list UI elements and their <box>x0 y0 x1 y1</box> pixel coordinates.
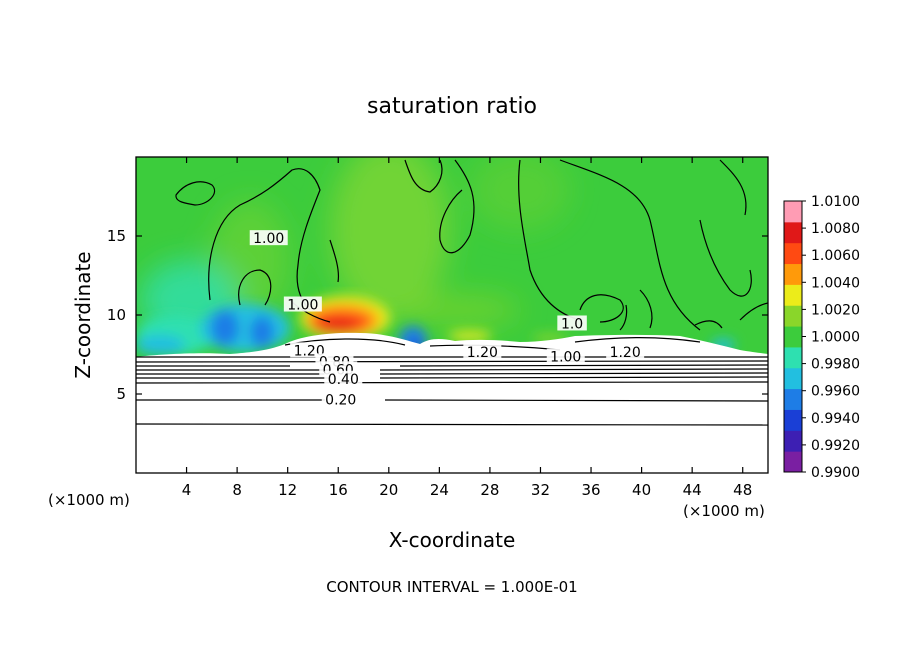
contour-label-bg <box>283 296 322 312</box>
contour-label: 1.00 <box>550 350 581 366</box>
colorbar-swatch <box>784 326 802 348</box>
contours-upper <box>175 159 768 331</box>
colorbar-label: 1.0020 <box>811 302 860 318</box>
x-unit-right: (×1000 m) <box>683 502 765 520</box>
y-tick-label: 5 <box>116 385 126 403</box>
contour-label: 0.40 <box>328 372 359 388</box>
contour-label-bg <box>324 370 363 386</box>
colorbar: 1.0100 1.0080 1.0060 1.0040 1.0020 1.0000 0.99… <box>783 194 860 481</box>
x-tick-label: 16 <box>329 481 348 499</box>
colorbar-swatch <box>784 284 802 306</box>
colorbar-swatch <box>784 263 802 285</box>
contour-interval-note: CONTOUR INTERVAL = 1.000E-01 <box>326 578 577 596</box>
field-white <box>136 332 768 473</box>
x-tick-label: 20 <box>379 481 398 499</box>
colorbar-swatch <box>784 201 802 223</box>
colorbar-label: 1.0000 <box>811 330 860 346</box>
colorbar-label: 0.9980 <box>811 357 860 373</box>
x-tick-label: 4 <box>182 481 192 499</box>
colorbar-swatch <box>784 346 802 369</box>
field-red <box>300 296 568 342</box>
contour-label-bg <box>321 391 360 407</box>
colorbar-swatch <box>784 388 802 410</box>
x-unit-left: (×1000 m) <box>48 491 130 509</box>
contour-labels: 1.001.001.200.800.600.400.201.201.001.20… <box>249 230 645 408</box>
contour-label: 0.20 <box>325 392 356 408</box>
y-tick-label: 10 <box>107 306 126 324</box>
colorbar-swatch <box>784 430 802 452</box>
field-haze <box>140 157 570 340</box>
colorbar-swatch <box>784 242 802 265</box>
contour-label: 1.00 <box>253 231 284 247</box>
colorbar-label: 0.9960 <box>811 384 860 400</box>
colorbar-label: 0.9920 <box>811 438 860 454</box>
x-tick-label: 12 <box>278 481 297 499</box>
contours-lower <box>136 336 768 426</box>
colorbar-label: 0.9940 <box>811 411 860 427</box>
y-tick-label: 15 <box>107 227 126 245</box>
contour-label-bg <box>557 315 587 331</box>
y-axis-label: Z-coordinate <box>71 251 95 378</box>
contour-label-bg <box>463 343 502 359</box>
x-tick-label: 8 <box>232 481 242 499</box>
x-tick-label: 40 <box>632 481 651 499</box>
x-tick-label: 48 <box>733 481 752 499</box>
y-axis: 5 10 15 <box>107 227 768 403</box>
colorbar-label: 0.9900 <box>811 465 860 481</box>
contour-label: 1.20 <box>467 345 498 361</box>
x-tick-label: 32 <box>531 481 550 499</box>
colorbar-label: 1.0060 <box>811 248 860 264</box>
contour-label: 1.20 <box>610 345 641 361</box>
x-tick-label: 36 <box>581 481 600 499</box>
contour-label-bg <box>546 348 585 364</box>
colorbar-swatch <box>784 367 802 390</box>
x-axis-label: X-coordinate <box>389 528 516 552</box>
chart-title: saturation ratio <box>367 94 537 119</box>
x-tick-label: 24 <box>430 481 449 499</box>
colorbar-label: 1.0040 <box>811 275 860 291</box>
contour-label: 1.00 <box>287 298 318 314</box>
x-axis: 4 8 12 16 20 24 28 32 36 40 44 48 <box>182 157 752 499</box>
colorbar-swatch <box>784 221 802 244</box>
colorbar-swatch <box>784 409 802 431</box>
colorbar-label: 1.0080 <box>811 221 860 237</box>
colorbar-swatch <box>784 305 802 327</box>
colorbar-swatch <box>784 451 802 473</box>
x-tick-label: 44 <box>683 481 702 499</box>
contour-label: 1.0 <box>561 316 583 332</box>
contour-label-bg <box>249 230 288 246</box>
plot-area <box>136 157 768 473</box>
colorbar-label: 1.0100 <box>811 194 860 210</box>
contour-label-bg <box>606 343 645 359</box>
x-tick-label: 28 <box>480 481 499 499</box>
